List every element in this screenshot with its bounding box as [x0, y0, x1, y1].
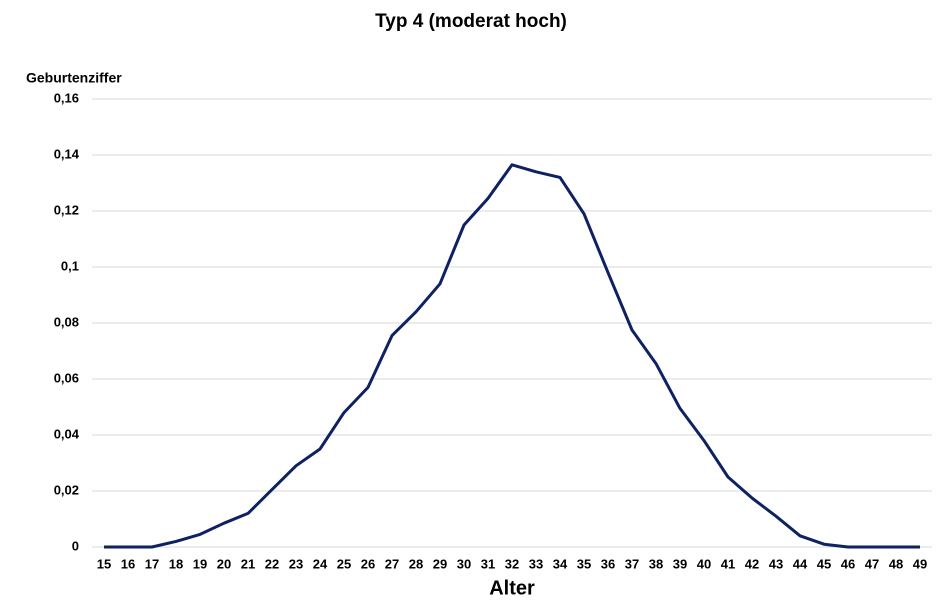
y-tick-label: 0,02 [54, 482, 79, 497]
chart-title: Typ 4 (moderat hoch) [375, 11, 567, 32]
data-line [104, 163, 920, 549]
x-tick-label: 43 [769, 556, 783, 571]
x-tick-label: 25 [337, 556, 351, 571]
x-tick-label: 30 [457, 556, 471, 571]
x-tick-label: 18 [169, 556, 183, 571]
x-tick-label: 44 [793, 556, 808, 571]
x-tick-label: 48 [889, 556, 903, 571]
x-tick-label: 19 [193, 556, 207, 571]
x-tick-label: 26 [361, 556, 375, 571]
x-tick-label: 22 [265, 556, 279, 571]
x-tick-label: 31 [481, 556, 495, 571]
y-tick-label: 0,14 [54, 146, 80, 161]
x-tick-label: 34 [553, 556, 568, 571]
x-tick-label: 40 [697, 556, 711, 571]
x-tick-label: 49 [913, 556, 927, 571]
x-tick-label: 47 [865, 556, 879, 571]
x-tick-label: 17 [145, 556, 159, 571]
x-tick-label: 36 [601, 556, 615, 571]
y-tick-label: 0,1 [61, 258, 79, 273]
x-tick-label: 29 [433, 556, 447, 571]
y-tick-label: 0,08 [54, 314, 79, 329]
y-tick-label: 0,12 [54, 202, 79, 217]
x-tick-label: 38 [649, 556, 663, 571]
x-tick-label: 39 [673, 556, 687, 571]
x-tick-label: 42 [745, 556, 759, 571]
x-tick-label: 28 [409, 556, 423, 571]
x-tick-label: 15 [97, 556, 111, 571]
x-tick-label: 35 [577, 556, 591, 571]
x-tick-label: 16 [121, 556, 135, 571]
y-tick-label: 0,04 [54, 426, 80, 441]
x-tick-label: 37 [625, 556, 639, 571]
x-tick-label: 20 [217, 556, 231, 571]
x-tick-label: 27 [385, 556, 399, 571]
x-tick-label: 23 [289, 556, 303, 571]
x-axis-label: Alter [489, 577, 535, 599]
x-tick-label: 33 [529, 556, 543, 571]
x-tick-label: 32 [505, 556, 519, 571]
x-tick-label: 46 [841, 556, 855, 571]
y-tick-label: 0,16 [54, 90, 79, 105]
x-tick-label: 21 [241, 556, 255, 571]
y-tick-label: 0,06 [54, 370, 79, 385]
y-axis-label: Geburtenziffer [26, 70, 122, 86]
x-tick-label: 24 [313, 556, 328, 571]
y-tick-label: 0 [72, 538, 79, 553]
x-tick-label: 45 [817, 556, 831, 571]
x-tick-label: 41 [721, 556, 735, 571]
